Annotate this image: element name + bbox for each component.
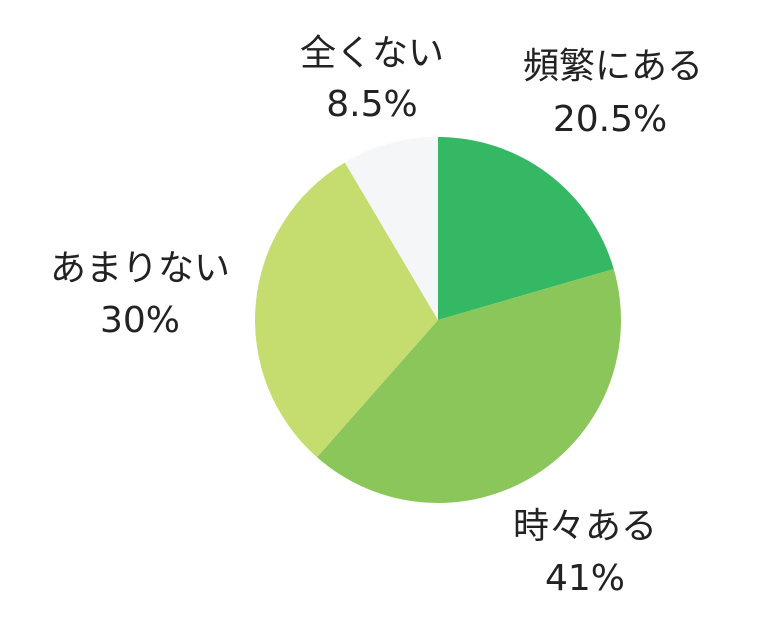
- slice-label: 時々ある: [513, 506, 657, 547]
- slice-value-label: 20.5%: [553, 99, 667, 140]
- pie-slice: [254, 162, 438, 458]
- slice-label: 全くない: [300, 33, 444, 74]
- slice-label: 頻繁にある: [523, 46, 703, 87]
- pie-slice: [438, 137, 614, 320]
- pie-slice: [344, 137, 438, 320]
- slice-value-label: 8.5%: [326, 84, 417, 125]
- slice-label: あまりない: [50, 248, 230, 289]
- slice-value-label: 30%: [100, 300, 180, 341]
- pie-slice: [316, 268, 621, 504]
- slice-value-label: 41%: [545, 558, 625, 599]
